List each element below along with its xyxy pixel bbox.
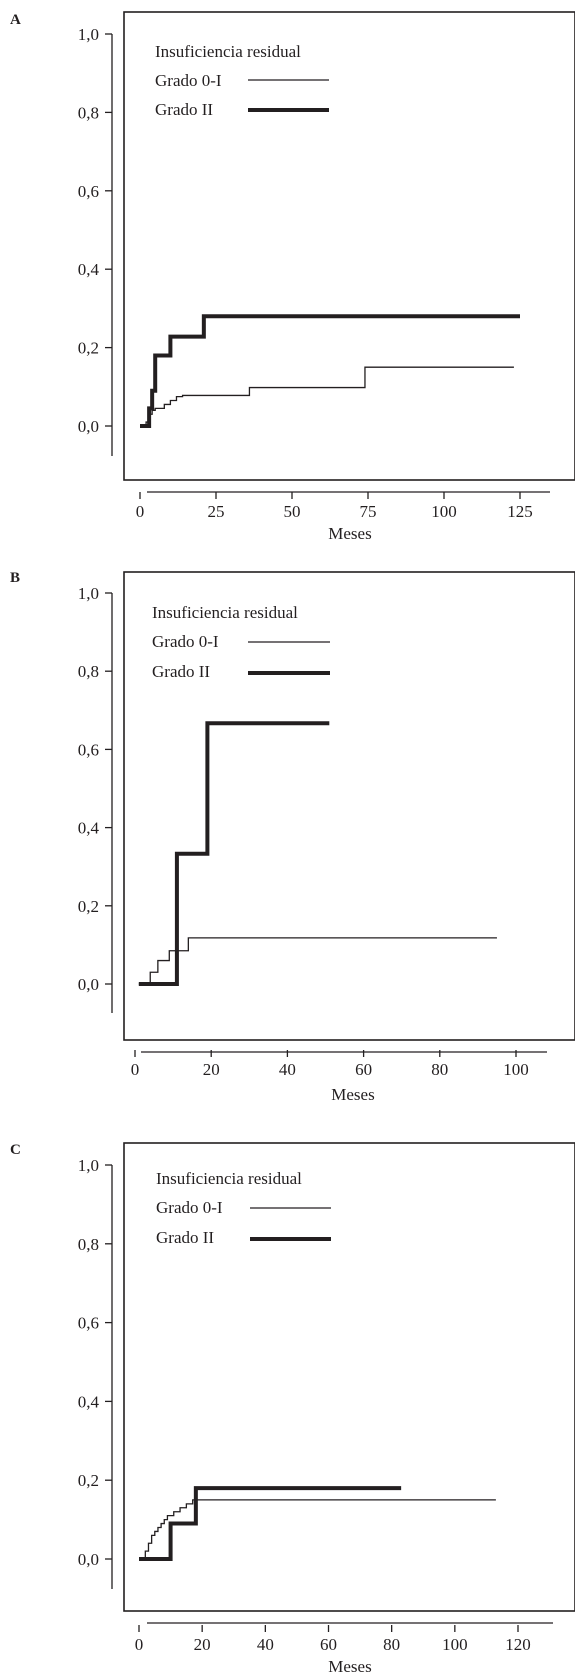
x-tick-label: 60 — [355, 1060, 372, 1079]
legend: Insuficiencia residual Grado 0-I Grado I… — [156, 1169, 331, 1247]
panel-letter: B — [10, 570, 20, 586]
y-tick-label: 0,8 — [78, 1235, 99, 1254]
x-tick-label: 80 — [383, 1635, 400, 1654]
x-ticks: 0 20 40 60 80 100 — [131, 1050, 529, 1079]
x-tick-label: 0 — [131, 1060, 140, 1079]
series-line-grado-ii — [140, 314, 520, 428]
panel-b: B 0,00,20,40,60,81,0 0 20 40 60 80 100 Meses … — [10, 570, 575, 1104]
legend-label-grado-0-i: Grado 0-I — [156, 1198, 223, 1217]
y-tick-label: 0,6 — [78, 1314, 99, 1333]
y-tick-label: 0,4 — [78, 1392, 100, 1411]
y-tick-label: 1,0 — [78, 584, 99, 603]
y-ticks: 0,0 0,2 0,4 0,6 0,8 1,0 — [78, 1156, 112, 1569]
y-tick-label: 0,4 — [78, 260, 100, 279]
x-tick-label: 50 — [284, 502, 301, 521]
y-tick-label: 0,8 — [78, 103, 99, 122]
x-tick-label: 125 — [507, 502, 533, 521]
y-tick-label: 0,8 — [78, 662, 99, 681]
legend-title: Insuficiencia residual — [152, 603, 298, 622]
x-axis-title: Meses — [328, 524, 371, 543]
series-line-grado-ii — [138, 721, 330, 986]
x-tick-label: 60 — [320, 1635, 337, 1654]
legend-label-grado-ii: Grado II — [152, 662, 210, 681]
y-tick-label: 0,0 — [78, 975, 99, 994]
legend-label-grado-ii: Grado II — [155, 100, 213, 119]
plot-frame — [123, 1142, 575, 1612]
y-ticks: 0,0 0,2 0,4 0,6 0,8 1,0 — [78, 25, 112, 436]
x-tick-label: 40 — [257, 1635, 274, 1654]
x-tick-label: 40 — [279, 1060, 296, 1079]
x-ticks: 0 20 40 60 80 100 120 — [135, 1625, 531, 1654]
x-tick-label: 0 — [135, 1635, 144, 1654]
plot-frame — [123, 11, 575, 481]
x-tick-label: 25 — [208, 502, 225, 521]
y-tick-label: 0,2 — [78, 339, 99, 358]
legend: Insuficiencia residual Grado 0-I Grado I… — [155, 42, 329, 119]
panel-a: A 0,0 0,2 0,4 0,6 0,8 1,0 0 25 50 75 100 125 Meses… — [10, 11, 575, 543]
panel-letter: C — [10, 1142, 21, 1158]
x-axis-title: Meses — [328, 1657, 371, 1676]
x-ticks: 0 25 50 75 100 125 — [136, 492, 533, 521]
series-layer — [139, 1486, 496, 1561]
x-tick-label: 0 — [136, 502, 145, 521]
y-tick-label: 0,0 — [78, 1550, 99, 1569]
x-tick-label: 20 — [203, 1060, 220, 1079]
legend-title: Insuficiencia residual — [156, 1169, 302, 1188]
legend-label-grado-0-i: Grado 0-I — [152, 632, 219, 651]
series-line-grado-0-i — [138, 937, 497, 985]
x-tick-label: 100 — [431, 502, 457, 521]
y-tick-label: 0,4 — [78, 819, 100, 838]
x-tick-label: 80 — [431, 1060, 448, 1079]
x-tick-label: 100 — [503, 1060, 529, 1079]
series-layer — [138, 721, 497, 986]
panel-letter: A — [10, 12, 21, 28]
y-tick-label: 0,2 — [78, 897, 99, 916]
series-line-grado-0-i — [139, 1499, 496, 1560]
y-tick-label: 0,6 — [78, 182, 99, 201]
x-axis-title: Meses — [331, 1085, 374, 1104]
y-tick-label: 0,0 — [78, 417, 99, 436]
y-tick-label: 0,6 — [78, 740, 99, 759]
series-line-grado-0-i — [140, 366, 514, 427]
y-ticks: 0,0 0,2 0,4 0,6 0,8 1,0 — [78, 584, 112, 994]
x-tick-label: 75 — [360, 502, 377, 521]
x-tick-label: 100 — [442, 1635, 468, 1654]
x-tick-label: 120 — [505, 1635, 531, 1654]
legend-label-grado-ii: Grado II — [156, 1228, 214, 1247]
plot-frame — [123, 571, 575, 1041]
y-tick-label: 1,0 — [78, 1156, 99, 1175]
series-layer — [140, 314, 520, 428]
legend: Insuficiencia residual Grado 0-I Grado I… — [152, 603, 330, 681]
panel-c: C 0,0 0,2 0,4 0,6 0,8 1,0 0 20 40 60 80 100 120 Mes… — [10, 1142, 575, 1676]
legend-label-grado-0-i: Grado 0-I — [155, 71, 222, 90]
legend-title: Insuficiencia residual — [155, 42, 301, 61]
y-tick-label: 1,0 — [78, 25, 99, 44]
series-line-grado-ii — [139, 1486, 402, 1561]
x-tick-label: 20 — [194, 1635, 211, 1654]
y-tick-label: 0,2 — [78, 1471, 99, 1490]
